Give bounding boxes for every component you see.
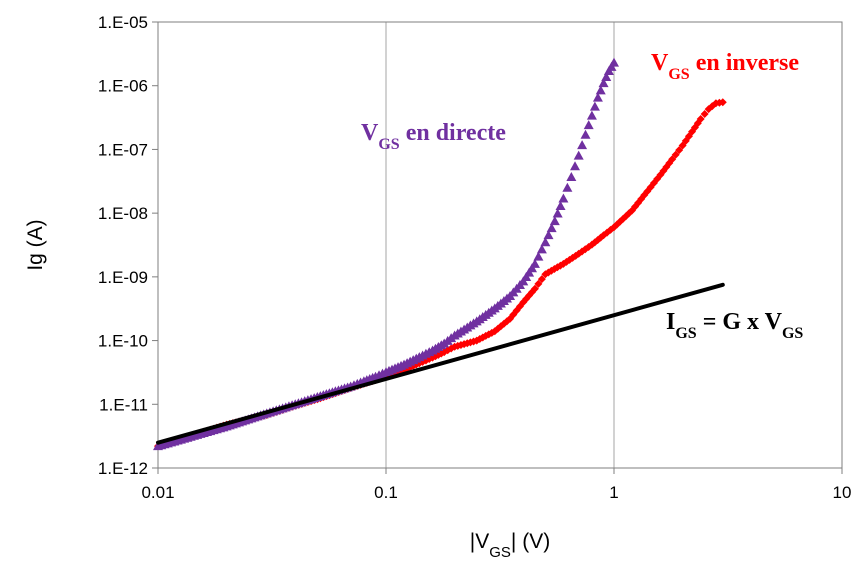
y-axis-label: Ig (A) <box>24 219 47 270</box>
annotation-inverse-sub: GS <box>668 66 689 83</box>
point-directe-139 <box>592 92 603 102</box>
x-axis-label-pre: |V <box>470 530 489 553</box>
point-inverse-122 <box>537 275 546 284</box>
annotation-inverse: VGS en inverse <box>651 50 799 83</box>
point-directe-124 <box>543 230 554 240</box>
data-series <box>153 57 727 451</box>
point-directe-131 <box>566 171 577 181</box>
point-directe-120 <box>529 258 540 268</box>
point-directe-138 <box>589 101 600 111</box>
annotation-ohmic-sub: GS <box>675 325 696 342</box>
y-tick-label-2: 1.E-10 <box>98 332 148 351</box>
x-axis-label-post: | (V) <box>511 530 550 553</box>
plot-frame <box>157 21 843 469</box>
point-directe-123 <box>540 237 551 247</box>
point-directe-125 <box>546 223 557 233</box>
y-tick-label-7: 1.E-05 <box>98 13 148 32</box>
annotation-directe-post: en directe <box>400 120 507 146</box>
point-inverse-179 <box>718 98 727 107</box>
point-inverse-166 <box>675 146 684 155</box>
annotation-directe: VGS en directe <box>361 120 506 153</box>
x-axis-label: |VGS| (V) <box>470 530 550 561</box>
point-directe-129 <box>558 193 569 203</box>
point-directe-128 <box>555 201 566 211</box>
series-ohmic <box>156 282 725 445</box>
grid-lines <box>157 22 843 468</box>
point-inverse-165 <box>671 150 680 159</box>
y-axis: 1.E-12 1.E-11 1.E-10 1.E-09 1.E-08 1.E-07 1.E-… <box>98 13 158 478</box>
annotation-ohmic-post: = G x V <box>697 309 783 335</box>
x-axis: 0.01 0.1 1 10 <box>141 468 851 502</box>
y-tick-label-0: 1.E-12 <box>98 459 148 478</box>
point-directe-142 <box>601 72 612 82</box>
annotation-directe-sub: GS <box>378 136 399 153</box>
annotation-ohmic-pre: I <box>666 309 675 335</box>
point-directe-136 <box>583 120 594 130</box>
point-directe-133 <box>573 150 584 160</box>
annotation-inverse-post: en inverse <box>690 50 800 76</box>
point-directe-137 <box>586 110 597 120</box>
point-inverse-131 <box>565 255 574 264</box>
x-tick-label-0: 0.01 <box>141 483 174 502</box>
point-inverse-173 <box>696 115 705 124</box>
x-tick-label-1: 0.1 <box>374 483 398 502</box>
y-tick-label-3: 1.E-09 <box>98 268 148 287</box>
point-directe-134 <box>577 140 588 150</box>
annotation-inverse-pre: V <box>651 50 669 76</box>
x-tick-label-3: 10 <box>833 483 852 502</box>
point-inverse-164 <box>668 155 677 164</box>
point-directe-135 <box>580 129 591 139</box>
x-axis-label-sub: GS <box>489 544 511 561</box>
annotation-ohmic-sub2: GS <box>782 325 803 342</box>
y-tick-label-4: 1.E-08 <box>98 204 148 223</box>
point-directe-122 <box>536 244 547 254</box>
point-inverse-120 <box>530 284 539 293</box>
x-tick-label-2: 1 <box>609 483 618 502</box>
y-tick-label-1: 1.E-11 <box>99 395 148 414</box>
y-tick-label-6: 1.E-06 <box>98 77 148 96</box>
point-directe-132 <box>570 161 581 171</box>
point-directe-145 <box>609 57 619 67</box>
annotation-directe-pre: V <box>361 120 379 146</box>
series-ohmic-line <box>156 282 725 445</box>
point-inverse-121 <box>534 279 543 288</box>
point-directe-126 <box>549 216 560 226</box>
point-directe-121 <box>533 251 544 261</box>
point-directe-141 <box>598 78 609 88</box>
series-inverse <box>154 98 727 451</box>
annotation-ohmic: IGS = G x VGS <box>666 309 803 342</box>
y-tick-label-5: 1.E-07 <box>98 140 148 159</box>
point-inverse-174 <box>700 110 709 119</box>
point-directe-130 <box>562 182 573 192</box>
point-directe-127 <box>552 208 563 218</box>
point-directe-140 <box>595 85 606 95</box>
